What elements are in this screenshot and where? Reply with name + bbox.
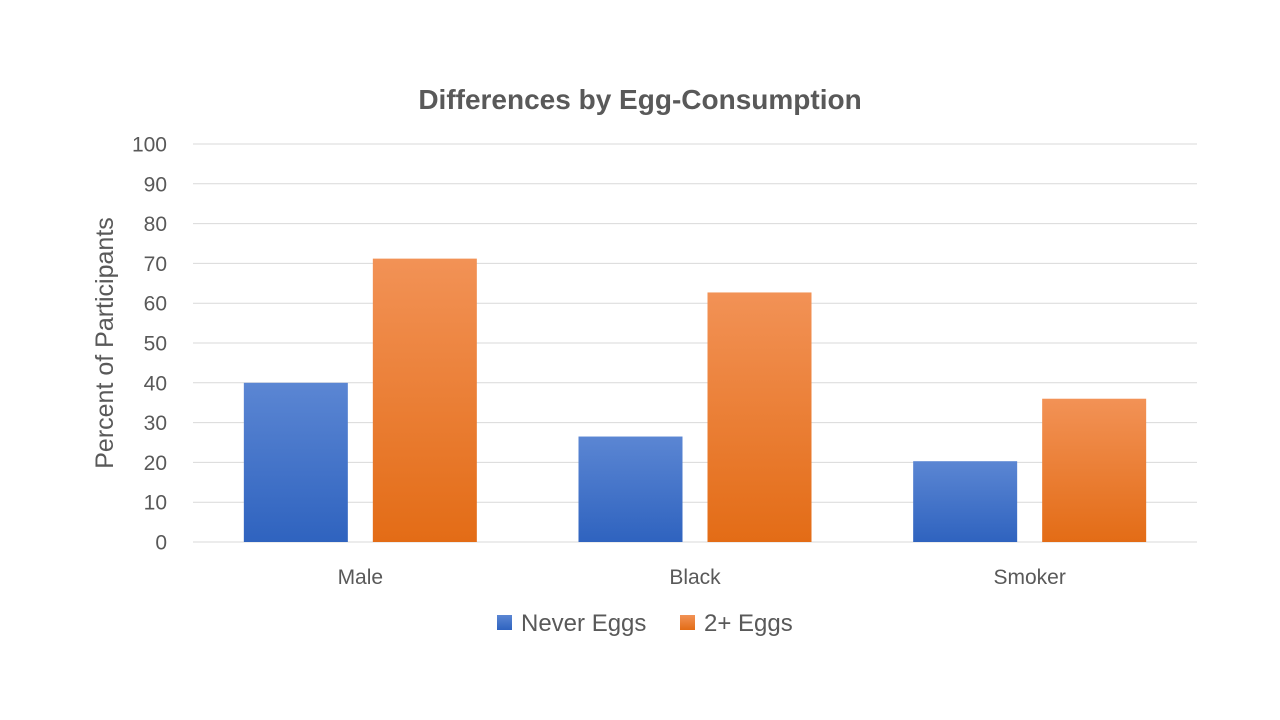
bar-2-eggs-male [372,258,477,542]
y-tick-label: 20 [144,452,167,475]
bar-2-eggs-black [707,292,812,542]
bars [243,258,1147,542]
x-tick-label: Male [338,566,384,589]
x-tick-label: Black [669,566,721,589]
y-tick-label: 50 [144,333,167,356]
legend-swatch [680,615,695,630]
x-tick-label: Smoker [993,566,1065,589]
y-tick-label: 40 [144,372,167,395]
bar-never-eggs-black [578,436,683,542]
legend-label: 2+ Eggs [704,610,793,637]
bar-2-eggs-smoker [1042,398,1147,542]
y-tick-label: 80 [144,213,167,236]
legend-swatch [497,615,512,630]
y-tick-label: 60 [144,293,167,316]
legend-label: Never Eggs [521,610,646,637]
gridlines [193,143,1197,543]
chart-title: Differences by Egg-Consumption [418,84,861,115]
y-axis-ticks: 0 10 20 30 40 50 60 70 80 90 100 [132,134,167,555]
y-tick-label: 0 [155,532,167,555]
y-axis-title: Percent of Participants [91,217,119,469]
bar-never-eggs-male [243,382,348,542]
bar-never-eggs-smoker [913,461,1018,542]
legend: Never Eggs 2+ Eggs [497,610,793,637]
y-tick-label: 30 [144,412,167,435]
y-tick-label: 70 [144,253,167,276]
y-tick-label: 90 [144,173,167,196]
x-axis-ticks: Male Black Smoker [338,566,1066,589]
y-tick-label: 10 [144,492,167,515]
y-tick-label: 100 [132,134,167,157]
